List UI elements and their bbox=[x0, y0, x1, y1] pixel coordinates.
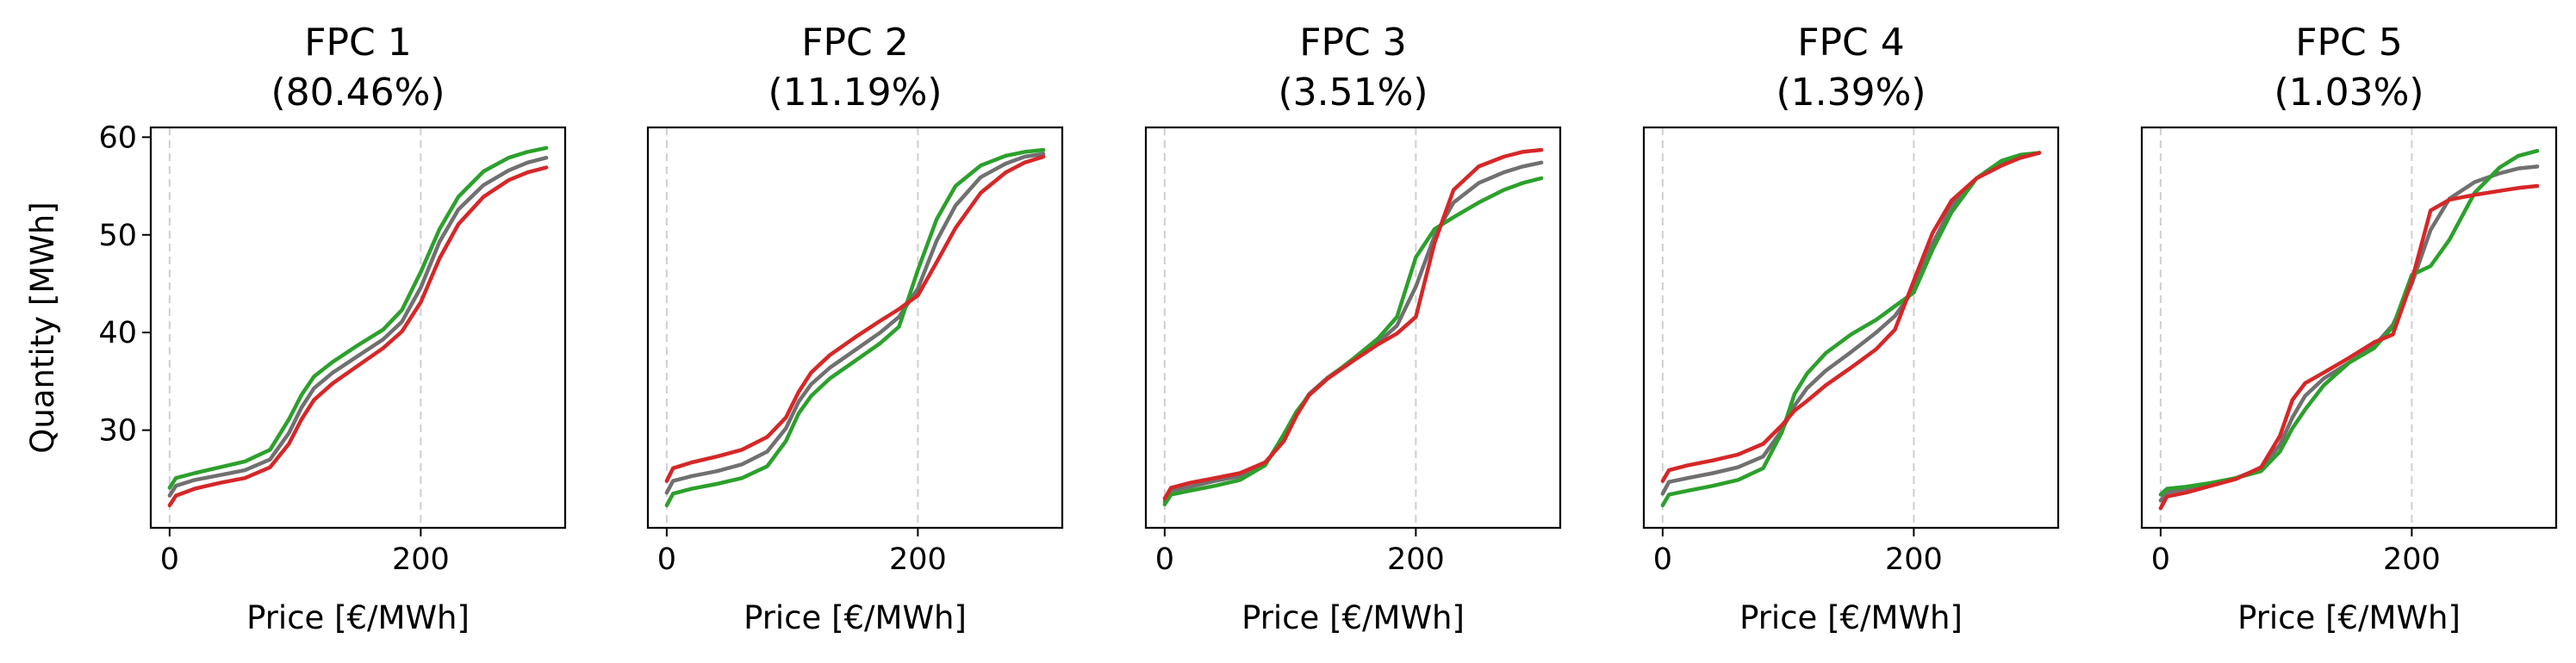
plot-frame bbox=[1144, 126, 1562, 530]
series-line-mean bbox=[2158, 164, 2540, 503]
panel-2: FPC 2 (11.19%) 0 200 Price [€/MWh] bbox=[646, 21, 1064, 636]
plot-frame bbox=[1642, 126, 2060, 530]
series-line-mean bbox=[1660, 151, 2042, 496]
series-line-minus bbox=[1660, 151, 2042, 483]
series-line-mean bbox=[664, 152, 1046, 495]
x-tick-label: 200 bbox=[1885, 542, 1943, 577]
chart-title-line2: (80.46%) bbox=[271, 71, 445, 115]
chart-title-line1: FPC 4 bbox=[1797, 21, 1905, 65]
chart-title-line1: FPC 5 bbox=[2295, 21, 2403, 65]
series-line-mean bbox=[1162, 160, 1544, 504]
chart-title-line1: FPC 3 bbox=[1299, 21, 1407, 65]
chart-title-line2: (11.19%) bbox=[768, 71, 942, 115]
x-axis-label: Price [€/MWh] bbox=[2237, 599, 2461, 636]
x-tick-label: 200 bbox=[2383, 542, 2441, 577]
panel-4: FPC 4 (1.39%) 0 200 Price [€/MWh] bbox=[1642, 21, 2060, 636]
y-tick-label: 40 bbox=[98, 316, 137, 350]
series-line-plus bbox=[1660, 151, 2042, 508]
panel-3: FPC 3 (3.51%) 0 200 Price [€/MWh] bbox=[1144, 21, 1562, 636]
panel-5: FPC 5 (1.03%) 0 200 Price [€/MWh] bbox=[2140, 21, 2558, 636]
series-line-plus bbox=[664, 147, 1046, 508]
chart-title-line1: FPC 2 bbox=[801, 21, 909, 65]
x-tick-label: 0 bbox=[2151, 542, 2170, 577]
x-tick-label: 200 bbox=[1387, 542, 1445, 577]
x-tick-label: 200 bbox=[392, 542, 450, 577]
series-line-minus bbox=[1162, 147, 1544, 501]
x-tick-label: 0 bbox=[160, 542, 179, 577]
y-tick-label: 30 bbox=[98, 414, 137, 449]
series-line-plus bbox=[1162, 176, 1544, 507]
chart-title-line1: FPC 1 bbox=[304, 21, 412, 65]
series-line-plus bbox=[167, 146, 549, 490]
panel-1: FPC 1 (80.46%) 0 200 30 40 50 60 Price [€/MWh] Qu… bbox=[24, 21, 567, 636]
series-line-plus bbox=[2158, 148, 2540, 497]
y-tick-label: 60 bbox=[98, 121, 137, 155]
x-tick-label: 200 bbox=[889, 542, 947, 577]
x-axis-label: Price [€/MWh] bbox=[246, 599, 470, 636]
series-line-minus bbox=[167, 165, 549, 508]
x-tick-label: 0 bbox=[1155, 542, 1174, 577]
y-tick-label: 50 bbox=[98, 219, 137, 253]
series-line-minus bbox=[2158, 183, 2540, 511]
plot-frame bbox=[2140, 126, 2558, 530]
plot-frame bbox=[646, 126, 1064, 530]
x-tick-label: 0 bbox=[1653, 542, 1672, 577]
series-line-minus bbox=[664, 154, 1046, 483]
series-line-mean bbox=[167, 155, 549, 498]
y-axis-label: Quantity [MWh] bbox=[24, 201, 61, 453]
chart-title-line2: (1.03%) bbox=[2274, 71, 2424, 115]
x-axis-label: Price [€/MWh] bbox=[1241, 599, 1465, 636]
plot-frame bbox=[149, 126, 567, 530]
x-tick-label: 0 bbox=[657, 542, 676, 577]
x-axis-label: Price [€/MWh] bbox=[744, 599, 967, 636]
chart-title-line2: (3.51%) bbox=[1278, 71, 1428, 115]
chart-title-line2: (1.39%) bbox=[1776, 71, 1926, 115]
x-axis-label: Price [€/MWh] bbox=[1739, 599, 1963, 636]
